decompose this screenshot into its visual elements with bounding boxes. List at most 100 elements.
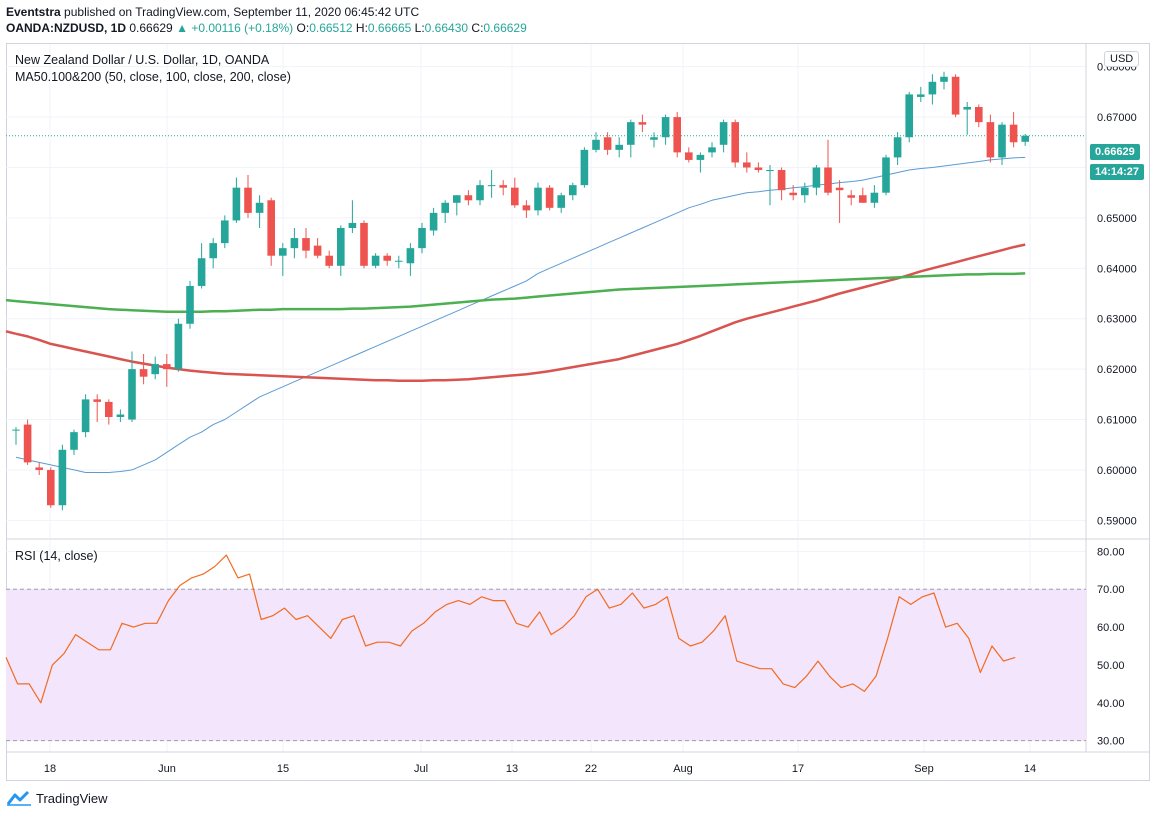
candle-body bbox=[975, 107, 983, 123]
candle-body bbox=[35, 467, 43, 470]
candle-body bbox=[221, 220, 229, 244]
candle-body bbox=[731, 122, 739, 163]
time-tick-label: Jul bbox=[414, 763, 428, 775]
candle-body bbox=[453, 195, 461, 203]
rsi-tick-label: 40.00 bbox=[1097, 698, 1125, 710]
candle-body bbox=[522, 205, 531, 211]
candle-body bbox=[360, 222, 368, 266]
candle-body bbox=[487, 185, 496, 187]
candle-body bbox=[116, 414, 125, 418]
ma-legend: MA50.100&200 (50, close, 100, close, 200… bbox=[15, 70, 291, 84]
candle-body bbox=[163, 364, 171, 370]
candle-body bbox=[139, 369, 148, 377]
candle-body bbox=[870, 192, 879, 203]
rsi-tick-label: 60.00 bbox=[1097, 622, 1125, 634]
candle-body bbox=[1009, 124, 1018, 143]
candle-body bbox=[476, 185, 484, 201]
time-tick-label: 15 bbox=[277, 763, 289, 775]
publisher-name: Eventstra bbox=[6, 5, 61, 19]
candle-body bbox=[290, 238, 299, 249]
candle-body bbox=[267, 200, 275, 256]
candle-body bbox=[789, 192, 797, 196]
price-tick-label: 0.61000 bbox=[1097, 415, 1137, 427]
high-value: 0.66665 bbox=[367, 21, 412, 35]
candle-body bbox=[464, 195, 473, 201]
candle-body bbox=[534, 187, 542, 211]
candle-body bbox=[812, 167, 821, 188]
close-label: C: bbox=[471, 21, 484, 35]
ma50-line bbox=[15, 156, 1026, 473]
candle-body bbox=[313, 245, 322, 256]
rsi-tick-label: 70.00 bbox=[1097, 584, 1125, 596]
time-tick-label: 22 bbox=[585, 763, 597, 775]
rsi-tick-label: 30.00 bbox=[1097, 736, 1125, 748]
candle-body bbox=[917, 94, 925, 97]
candle-body bbox=[986, 122, 995, 158]
high-label: H: bbox=[355, 21, 368, 35]
candle-body bbox=[928, 81, 937, 95]
candle-body bbox=[835, 187, 844, 191]
candle-body bbox=[905, 94, 913, 138]
candle-body bbox=[998, 124, 1006, 158]
open-label: O: bbox=[296, 21, 310, 35]
ma100-lead bbox=[5, 330, 17, 336]
candle-body bbox=[337, 227, 345, 266]
candle-body bbox=[325, 255, 333, 266]
currency-button[interactable]: USD bbox=[1104, 51, 1140, 67]
candle-body bbox=[128, 369, 136, 420]
price-tick-label: 0.65000 bbox=[1097, 213, 1137, 225]
candle-body bbox=[244, 187, 252, 213]
tradingview-logo-icon bbox=[6, 790, 31, 806]
candle-body bbox=[279, 248, 287, 256]
candle-body bbox=[592, 139, 600, 150]
candle-body bbox=[105, 401, 113, 418]
chart-frame bbox=[6, 43, 1150, 781]
chart-title: New Zealand Dollar / U.S. Dollar, 1D, OA… bbox=[15, 53, 270, 67]
candle-body bbox=[499, 185, 507, 188]
candle-body bbox=[627, 122, 635, 145]
rsi-tick-label: 80.00 bbox=[1097, 546, 1125, 558]
candle-body bbox=[580, 149, 589, 186]
candle-body bbox=[940, 76, 948, 82]
last-price: 0.66629 bbox=[129, 21, 173, 35]
candle-body bbox=[174, 323, 183, 370]
candle-body bbox=[545, 187, 554, 208]
candle-body bbox=[186, 285, 194, 324]
close-value: 0.66629 bbox=[483, 21, 527, 35]
rsi-band bbox=[6, 589, 1086, 741]
candle-body bbox=[673, 117, 681, 153]
time-tick-label: 13 bbox=[506, 763, 518, 775]
footer-brand-label: TradingView bbox=[36, 790, 108, 806]
candle-body bbox=[569, 185, 577, 196]
candle-body bbox=[824, 167, 832, 193]
footer-brand[interactable]: TradingView bbox=[6, 790, 108, 806]
low-label: L: bbox=[414, 21, 425, 35]
candle-body bbox=[70, 432, 78, 450]
candle-body bbox=[93, 399, 101, 402]
candle-body bbox=[23, 424, 32, 463]
symbol-label: OANDA:NZDUSD, 1D bbox=[6, 21, 126, 35]
low-value: 0.66430 bbox=[424, 21, 469, 35]
price-change: +0.00116 (+0.18%) bbox=[191, 21, 294, 35]
candle-body bbox=[511, 187, 519, 206]
candle-body bbox=[232, 187, 241, 221]
ohlc-header: OANDA:NZDUSD, 1D 0.66629 ▲ +0.00116 (+0.… bbox=[6, 21, 527, 35]
open-value: 0.66512 bbox=[309, 21, 353, 35]
rsi-tick-label: 50.00 bbox=[1097, 660, 1125, 672]
candle-body bbox=[383, 255, 391, 261]
candle-body bbox=[197, 258, 206, 286]
candle-body bbox=[302, 238, 310, 251]
price-tick-label: 0.63000 bbox=[1097, 314, 1137, 326]
time-tick-label: Jun bbox=[158, 763, 176, 775]
candle-body bbox=[348, 222, 357, 228]
candle-body bbox=[882, 157, 890, 193]
time-tick-label: 14 bbox=[1024, 763, 1036, 775]
candle-body bbox=[12, 429, 20, 431]
change-arrow-icon: ▲ bbox=[176, 21, 188, 35]
candle-body bbox=[696, 154, 705, 160]
candle-body bbox=[603, 137, 612, 150]
candle-body bbox=[847, 195, 855, 198]
time-tick-label: 18 bbox=[44, 763, 56, 775]
candle-body bbox=[743, 162, 751, 168]
